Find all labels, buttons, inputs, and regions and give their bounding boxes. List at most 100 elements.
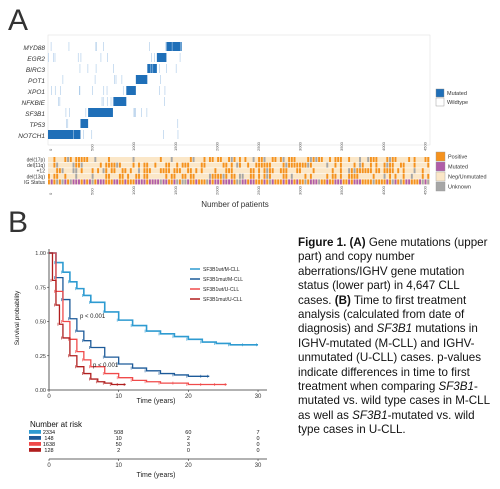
cnv-mark: [263, 162, 266, 168]
co-mutation-mark: [160, 75, 161, 84]
cnv-mark: [304, 179, 307, 185]
cnv-mark: [132, 179, 135, 185]
co-mutation-mark: [51, 86, 52, 95]
cnv-mark: [138, 179, 140, 185]
cnv-mark: [208, 157, 211, 162]
cnv-mark: [353, 162, 356, 168]
cnv-mark: [290, 179, 293, 185]
co-mutation-mark: [177, 130, 179, 139]
cnv-mark: [69, 157, 72, 162]
cnv-mark: [61, 168, 64, 174]
co-mutation-mark: [67, 119, 69, 128]
x-tick-bottom: 2000: [214, 185, 219, 195]
cnv-mark: [118, 162, 121, 168]
cnv-mark: [386, 162, 389, 168]
cnv-mark: [348, 179, 351, 185]
cnv-mark: [83, 179, 86, 185]
cnv-mark: [359, 162, 361, 168]
cnv-mark: [200, 168, 203, 174]
cnv-mark: [124, 168, 127, 174]
cnv-mark: [424, 179, 427, 185]
gene-label-nfkbie: NFKBIE: [22, 100, 46, 107]
cnv-mark: [329, 179, 331, 185]
cnv-mark: [195, 168, 198, 174]
km-curve: [49, 252, 126, 386]
cnv-mark: [307, 157, 310, 162]
cnv-mark: [271, 179, 274, 185]
cnv-mark: [359, 179, 361, 185]
cnv-mark: [383, 168, 386, 174]
cnv-mark: [102, 179, 105, 185]
cnv-mark: [124, 179, 127, 185]
y-tick-label: 0.75: [35, 285, 46, 291]
co-mutation-mark: [152, 64, 154, 73]
cnv-mark: [285, 162, 288, 168]
cnv-mark: [389, 173, 391, 179]
x-tick-bottom: 4000: [381, 185, 386, 195]
cnv-mark: [162, 168, 165, 174]
cnv-mark: [184, 162, 187, 168]
pvalue-u-cll: p < 0.001: [93, 363, 119, 369]
cnv-mark: [413, 162, 416, 168]
risk-value: 7: [257, 430, 260, 436]
co-mutation-mark: [60, 86, 61, 95]
cnv-mark: [348, 157, 351, 162]
cnv-mark: [252, 168, 255, 174]
x-tick-top: 3500: [339, 141, 344, 151]
cnv-mark: [389, 157, 391, 162]
co-mutation-mark: [141, 108, 142, 117]
cnv-mark: [121, 173, 124, 179]
cnv-mark: [247, 179, 250, 185]
cnv-mark: [296, 168, 299, 174]
cnv-mark: [146, 179, 149, 185]
cnv-mark: [334, 162, 337, 168]
cnv-mark: [222, 162, 225, 168]
cnv-mark: [329, 157, 331, 162]
cnv-mark: [168, 179, 170, 185]
cnv-mark: [132, 162, 135, 168]
cnv-mark: [105, 162, 108, 168]
cnv-mark: [410, 173, 413, 179]
cnv-mark: [263, 168, 266, 174]
cnv-mark: [228, 168, 230, 174]
cnv-mark: [339, 173, 342, 179]
cnv-mark: [274, 179, 277, 185]
cnv-mark: [135, 179, 138, 185]
co-mutation-mark: [92, 86, 93, 95]
co-mutation-mark: [114, 75, 115, 84]
cnv-mark: [83, 157, 86, 162]
mutation-block-myd88: [166, 42, 182, 51]
cnv-mark: [304, 162, 307, 168]
cnv-mark: [170, 179, 173, 185]
cnv-mark: [394, 173, 397, 179]
co-mutation-mark: [149, 42, 150, 51]
cnv-mark: [187, 168, 190, 174]
cnv-mark: [290, 162, 293, 168]
cnv-mark: [309, 173, 312, 179]
caption-text-4: -mutated vs. wild type cases in M-CLL as…: [298, 380, 490, 422]
cnv-mark: [279, 179, 282, 185]
cnv-mark: [369, 157, 372, 162]
x-ticks-bottom: 0 500 1000 1500 2000 2500 3000 3500 4000 4500: [48, 185, 427, 195]
cnv-mark: [80, 162, 83, 168]
cnv-mark: [78, 162, 80, 168]
cnv-mark: [159, 157, 162, 162]
cnv-mark: [299, 168, 301, 174]
risk-value: 50: [116, 442, 122, 448]
cnv-mark: [108, 162, 110, 168]
cnv-mark: [165, 173, 168, 179]
cnv-mark: [348, 168, 351, 174]
cnv-mark: [350, 173, 353, 179]
cnv-mark: [323, 179, 326, 185]
cnv-mark: [285, 179, 288, 185]
cnv-mark: [187, 179, 190, 185]
co-mutation-mark: [48, 53, 49, 62]
cnv-mark: [271, 168, 274, 174]
mutation-block-notch1: [48, 130, 81, 139]
y-tick-label: 0.25: [35, 354, 46, 360]
co-mutation-mark: [159, 86, 160, 95]
cnv-mark: [263, 179, 266, 185]
cnv-mark: [416, 179, 419, 185]
cnv-mark: [413, 157, 416, 162]
x-tick-top: 2000: [214, 141, 219, 151]
